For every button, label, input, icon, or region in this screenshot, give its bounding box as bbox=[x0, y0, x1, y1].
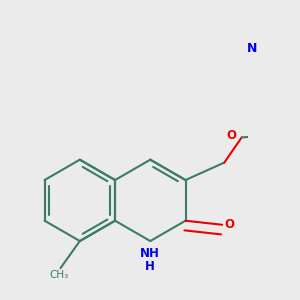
Text: N: N bbox=[247, 42, 257, 55]
Text: H: H bbox=[145, 260, 155, 273]
Text: NH: NH bbox=[140, 247, 160, 260]
Text: CH₃: CH₃ bbox=[50, 270, 69, 280]
Text: O: O bbox=[227, 129, 237, 142]
Text: O: O bbox=[224, 218, 234, 231]
